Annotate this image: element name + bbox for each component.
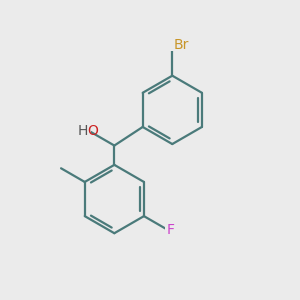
Text: O: O <box>88 124 99 138</box>
FancyBboxPatch shape <box>168 40 190 51</box>
Text: Br: Br <box>174 38 189 52</box>
FancyBboxPatch shape <box>165 224 176 235</box>
Text: F: F <box>167 223 175 237</box>
FancyBboxPatch shape <box>71 125 91 137</box>
Text: H: H <box>77 124 88 138</box>
